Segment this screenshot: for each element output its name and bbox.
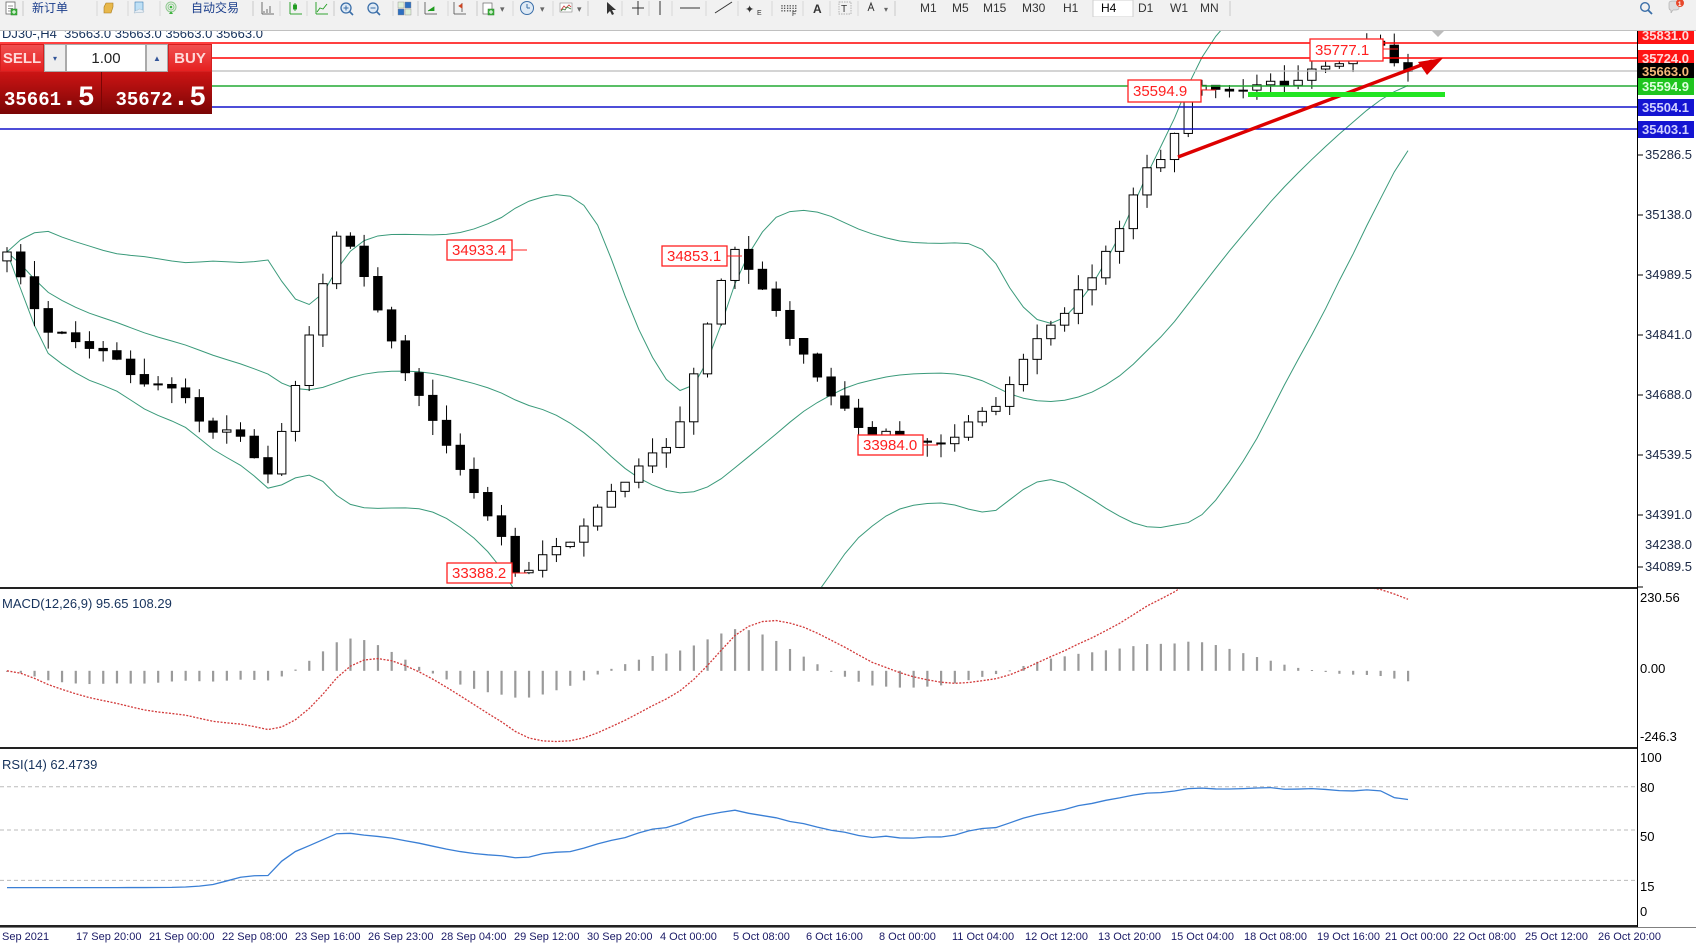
svg-text:✦: ✦ bbox=[745, 4, 754, 16]
svg-text:230.56: 230.56 bbox=[1640, 590, 1680, 605]
svg-text:35286.5: 35286.5 bbox=[1645, 147, 1692, 162]
svg-text:Sep 2021: Sep 2021 bbox=[2, 931, 49, 943]
svg-text:-246.3: -246.3 bbox=[1640, 729, 1677, 744]
svg-text:6 Oct 16:00: 6 Oct 16:00 bbox=[806, 931, 863, 943]
svg-text:17 Sep 20:00: 17 Sep 20:00 bbox=[76, 931, 141, 943]
svg-text:▾: ▾ bbox=[577, 4, 582, 14]
svg-text:50: 50 bbox=[1640, 829, 1654, 844]
svg-text:35403.1: 35403.1 bbox=[1642, 122, 1689, 137]
svg-text:8 Oct 00:00: 8 Oct 00:00 bbox=[879, 931, 936, 943]
svg-text:MN: MN bbox=[1200, 1, 1219, 15]
svg-text:13 Oct 20:00: 13 Oct 20:00 bbox=[1098, 931, 1161, 943]
svg-text:80: 80 bbox=[1640, 780, 1654, 795]
svg-text:W1: W1 bbox=[1170, 1, 1188, 15]
svg-text:▾: ▾ bbox=[500, 4, 505, 14]
svg-text:35594.9: 35594.9 bbox=[1642, 79, 1689, 94]
svg-text:A: A bbox=[813, 2, 822, 16]
svg-text:26 Sep 23:00: 26 Sep 23:00 bbox=[368, 931, 433, 943]
svg-text:0.00: 0.00 bbox=[1640, 661, 1665, 676]
svg-text:21 Sep 00:00: 21 Sep 00:00 bbox=[149, 931, 214, 943]
svg-text:23 Sep 16:00: 23 Sep 16:00 bbox=[295, 931, 360, 943]
svg-text:自动交易: 自动交易 bbox=[191, 0, 239, 15]
svg-text:26 Oct 20:00: 26 Oct 20:00 bbox=[1598, 931, 1661, 943]
svg-text:M30: M30 bbox=[1022, 1, 1046, 15]
svg-text:100: 100 bbox=[1640, 750, 1662, 765]
svg-text:新订单: 新订单 bbox=[32, 0, 68, 15]
svg-text:34539.5: 34539.5 bbox=[1645, 447, 1692, 462]
svg-text:29 Sep 12:00: 29 Sep 12:00 bbox=[514, 931, 579, 943]
svg-text:12 Oct 12:00: 12 Oct 12:00 bbox=[1025, 931, 1088, 943]
svg-text:28 Sep 04:00: 28 Sep 04:00 bbox=[441, 931, 506, 943]
svg-text:15: 15 bbox=[1640, 879, 1654, 894]
svg-text:19 Oct 16:00: 19 Oct 16:00 bbox=[1317, 931, 1380, 943]
svg-text:34238.0: 34238.0 bbox=[1645, 537, 1692, 552]
svg-text:▾: ▾ bbox=[884, 5, 888, 14]
svg-text:22 Sep 08:00: 22 Sep 08:00 bbox=[222, 931, 287, 943]
svg-text:30 Sep 20:00: 30 Sep 20:00 bbox=[587, 931, 652, 943]
svg-text:4 Oct 00:00: 4 Oct 00:00 bbox=[660, 931, 717, 943]
svg-text:22 Oct 08:00: 22 Oct 08:00 bbox=[1453, 931, 1516, 943]
svg-text:D1: D1 bbox=[1138, 1, 1154, 15]
svg-text:34688.0: 34688.0 bbox=[1645, 387, 1692, 402]
svg-text:E: E bbox=[757, 10, 762, 17]
svg-text:35504.1: 35504.1 bbox=[1642, 100, 1689, 115]
svg-text:34841.0: 34841.0 bbox=[1645, 327, 1692, 342]
svg-text:21 Oct 00:00: 21 Oct 00:00 bbox=[1385, 931, 1448, 943]
svg-text:35138.0: 35138.0 bbox=[1645, 207, 1692, 222]
svg-text:M1: M1 bbox=[920, 1, 937, 15]
svg-text:H4: H4 bbox=[1101, 1, 1117, 15]
svg-text:34989.5: 34989.5 bbox=[1645, 267, 1692, 282]
svg-text:0: 0 bbox=[1640, 904, 1647, 919]
svg-text:15 Oct 04:00: 15 Oct 04:00 bbox=[1171, 931, 1234, 943]
svg-text:M15: M15 bbox=[983, 1, 1007, 15]
svg-text:H1: H1 bbox=[1063, 1, 1079, 15]
svg-text:5 Oct 08:00: 5 Oct 08:00 bbox=[733, 931, 790, 943]
svg-text:34391.0: 34391.0 bbox=[1645, 507, 1692, 522]
svg-text:11 Oct 04:00: 11 Oct 04:00 bbox=[952, 931, 1014, 943]
svg-text:25 Oct 12:00: 25 Oct 12:00 bbox=[1525, 931, 1588, 943]
svg-text:M5: M5 bbox=[952, 1, 969, 15]
svg-text:34089.5: 34089.5 bbox=[1645, 559, 1692, 574]
svg-text:35663.0: 35663.0 bbox=[1642, 64, 1689, 79]
svg-text:▾: ▾ bbox=[540, 4, 545, 14]
svg-text:18 Oct 08:00: 18 Oct 08:00 bbox=[1244, 931, 1307, 943]
svg-text:T: T bbox=[841, 4, 847, 15]
